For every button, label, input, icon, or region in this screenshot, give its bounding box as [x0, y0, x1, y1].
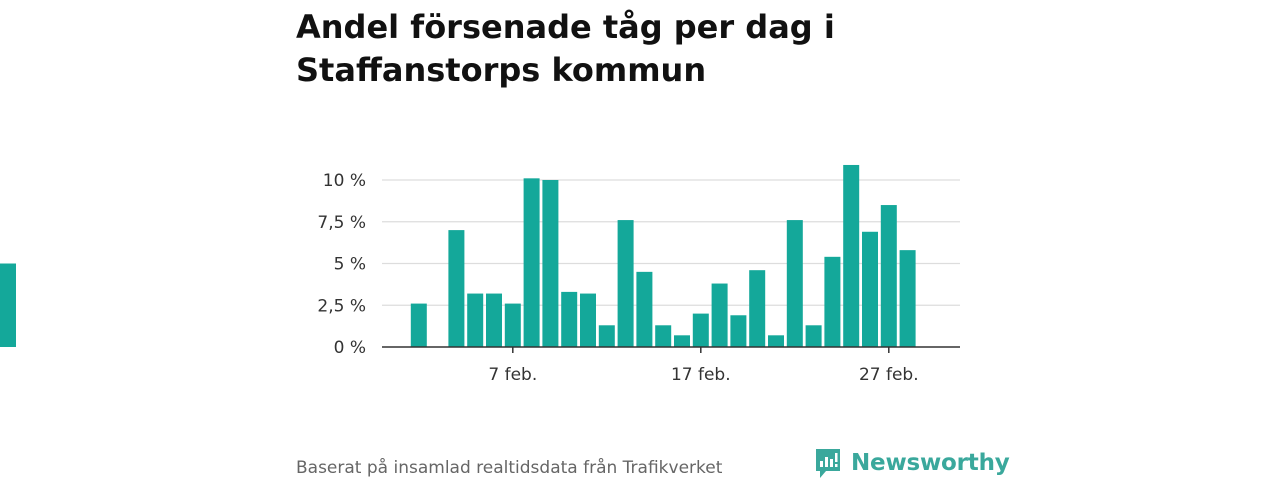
bar — [486, 293, 502, 347]
bar — [410, 303, 427, 347]
y-tick-label: 10 % — [323, 171, 366, 191]
bar — [504, 303, 521, 347]
bar — [805, 325, 822, 347]
bar — [824, 256, 841, 347]
bar — [636, 271, 653, 347]
chart-title: Andel försenade tåg per dag i Staffansto… — [296, 8, 835, 89]
x-tick-label: 7 feb. — [488, 365, 537, 385]
bar — [674, 335, 690, 347]
brand-name: Newsworthy — [851, 450, 1010, 476]
bar — [711, 283, 728, 347]
brand-logo[interactable]: Newsworthy — [814, 446, 1010, 480]
y-tick-label: 2,5 % — [317, 296, 366, 316]
bar — [880, 205, 897, 347]
bar — [598, 325, 615, 347]
x-tick-label: 27 feb. — [859, 365, 919, 385]
bar — [899, 250, 916, 347]
source-note: Baserat på insamlad realtidsdata från Tr… — [296, 458, 723, 478]
bar — [862, 231, 878, 347]
bar — [655, 325, 672, 347]
bar — [786, 220, 803, 347]
bar — [749, 270, 766, 347]
axes: 0 % 2,5 % 5 % 7,5 % 10 % 7 feb. 17 feb. 27 feb. — [317, 171, 960, 385]
y-tick-label: 5 % — [334, 255, 366, 275]
bar — [692, 313, 709, 347]
bar — [617, 220, 634, 347]
bar — [467, 293, 484, 347]
newsworthy-logo-icon — [816, 449, 840, 478]
bar — [0, 263, 16, 347]
bar — [580, 293, 596, 347]
bars — [0, 164, 916, 347]
bar — [730, 315, 747, 347]
bar — [542, 180, 559, 347]
bar — [523, 178, 540, 347]
bar — [561, 291, 578, 347]
bar — [768, 335, 784, 347]
bar — [843, 164, 860, 347]
bar — [448, 230, 465, 347]
y-tick-label: 0 % — [334, 338, 366, 358]
y-tick-label: 7,5 % — [317, 213, 366, 233]
x-tick-label: 17 feb. — [671, 365, 731, 385]
